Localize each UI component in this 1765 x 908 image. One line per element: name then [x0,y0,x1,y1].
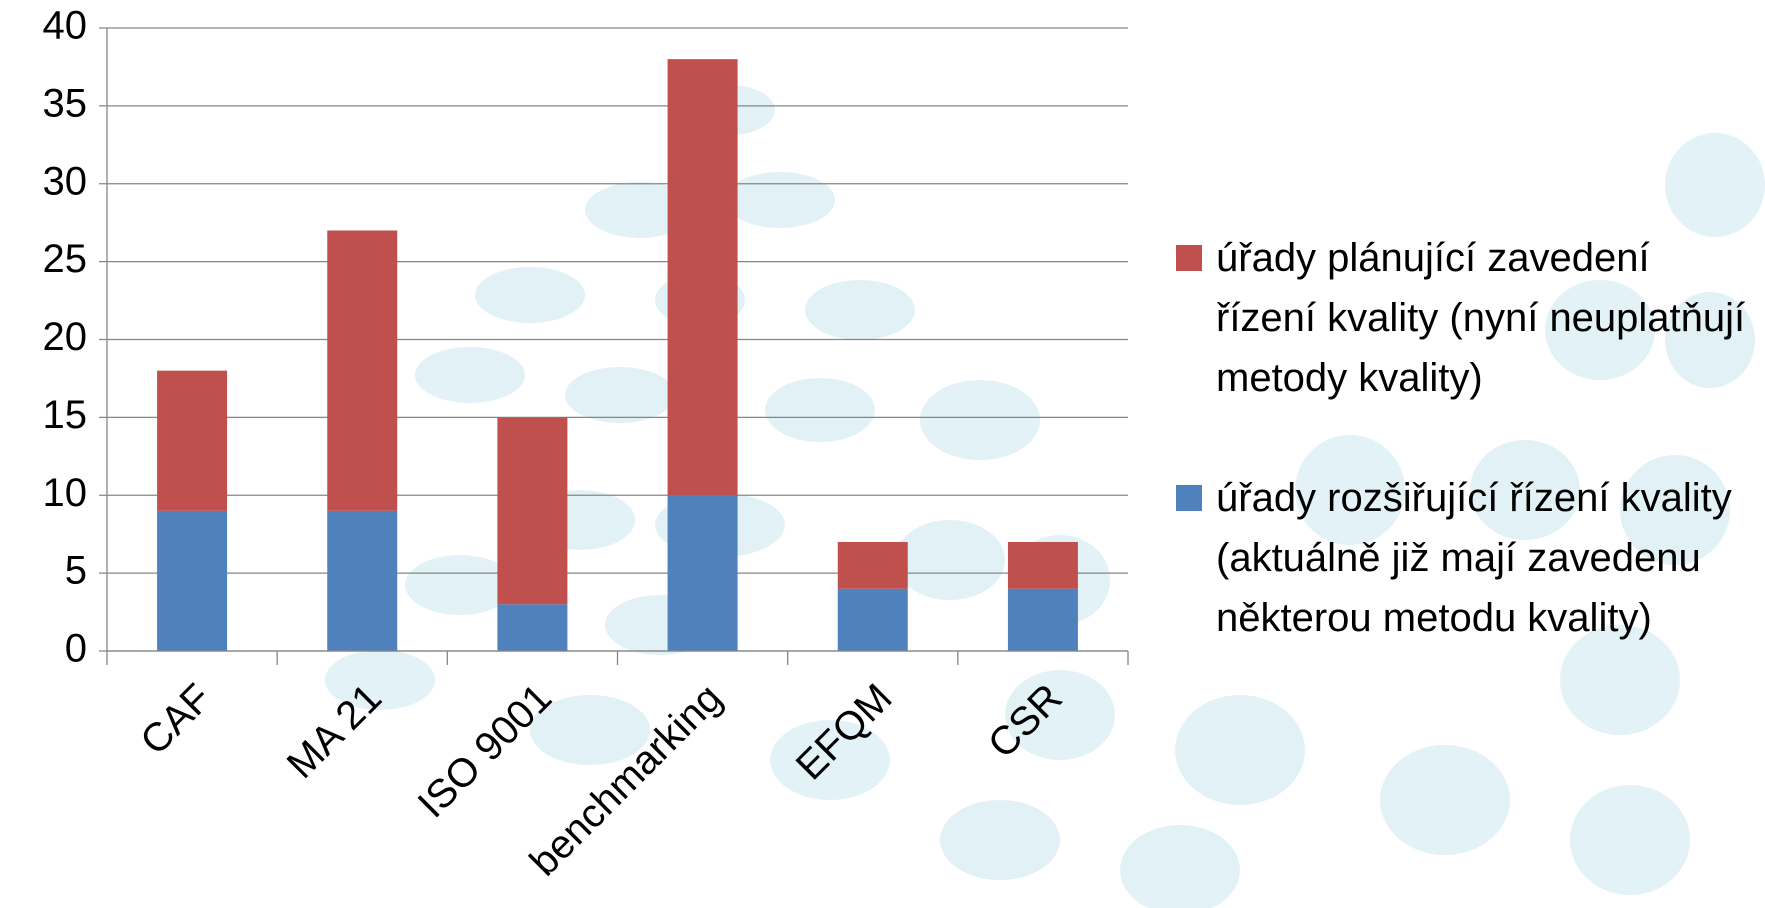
legend-swatch [1176,245,1202,271]
x-tick-label: CAF [132,676,220,764]
legend-swatch [1176,485,1202,511]
bar-segment [837,541,908,589]
legend: úřady plánující zavedení řízení kvality … [1176,228,1756,708]
bar-segment [497,417,568,605]
bar-segment [837,588,908,651]
legend-item: úřady rozšiřující řízení kvality (aktuál… [1176,468,1756,648]
bar-segment [157,510,228,651]
bar-segment [157,370,228,511]
y-tick-label: 40 [43,4,88,48]
y-tick-label: 25 [43,237,88,281]
y-tick-label: 30 [43,159,88,203]
bar-segment [1007,541,1078,589]
bar-segment [667,59,738,496]
y-tick-label: 20 [43,315,88,359]
legend-item: úřady plánující zavedení řízení kvality … [1176,228,1756,408]
y-tick-label: 35 [43,81,88,125]
legend-label: úřady rozšiřující řízení kvality (aktuál… [1216,476,1732,640]
bar-segment [667,495,738,651]
legend-label: úřady plánující zavedení řízení kvality … [1216,236,1746,400]
bar-segment [327,510,398,651]
bar-segment [1007,588,1078,651]
y-tick-label: 5 [65,549,87,593]
bar-segment [497,604,568,651]
bar-segment [327,230,398,511]
y-tick-label: 15 [43,393,88,437]
x-tick-label: ISO 9001 [410,676,561,827]
y-tick-label: 0 [65,627,87,671]
y-tick-label: 10 [43,471,88,515]
